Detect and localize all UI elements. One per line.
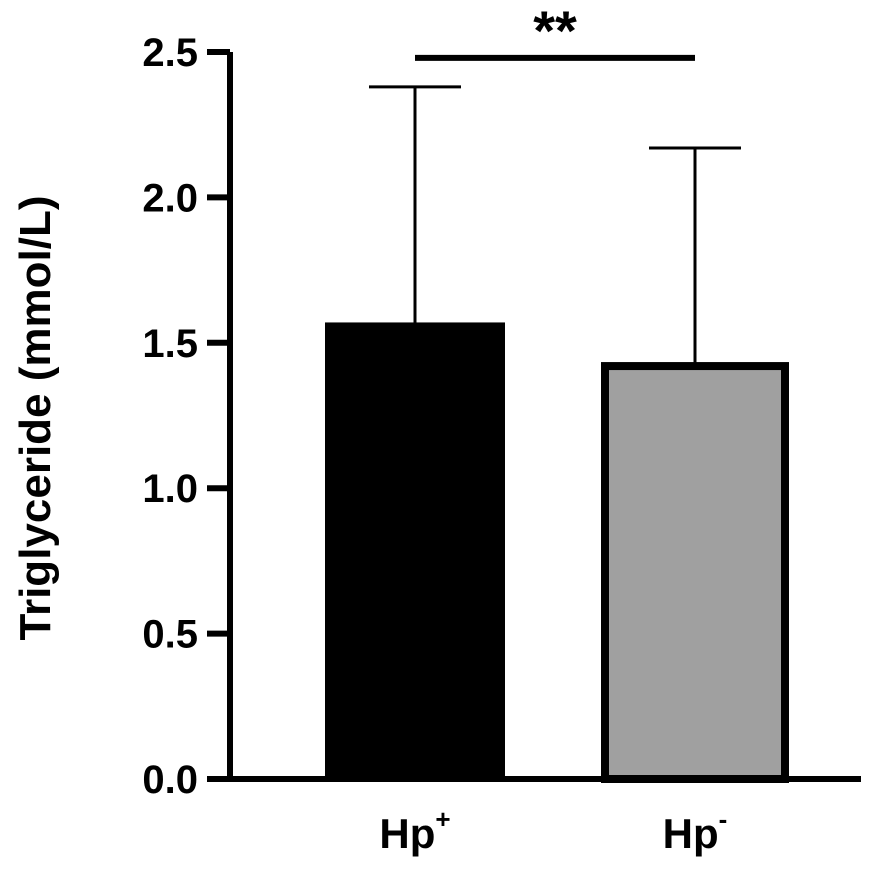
significance-label: **: [533, 0, 577, 62]
y-tick-label: 1.5: [142, 322, 198, 366]
y-tick-label: 2.0: [142, 176, 198, 220]
bar-0: [325, 322, 505, 779]
x-tick-label-1: Hp-: [663, 804, 728, 857]
significance-annotation: **: [415, 0, 695, 62]
x-tick-label-superscript: +: [435, 804, 450, 834]
x-tick-label-0: Hp+: [379, 804, 450, 857]
y-axis-title: Triglyceride (mmol/L): [11, 196, 60, 641]
y-tick-label: 0.0: [142, 758, 198, 802]
x-tick-label-base: Hp: [663, 810, 719, 857]
y-tick-label: 2.5: [142, 31, 198, 75]
x-tick-labels: Hp+ Hp-: [379, 804, 727, 857]
y-ticks: 0.0 0.5 1.0 1.5 2.0 2.5: [142, 31, 230, 802]
error-bars: [369, 85, 741, 367]
bar-1: [601, 362, 789, 783]
bars: [325, 322, 789, 783]
x-tick-label-base: Hp: [379, 810, 435, 857]
x-tick-label-superscript: -: [719, 804, 728, 834]
y-tick-label: 1.0: [142, 467, 198, 511]
y-tick-label: 0.5: [142, 613, 198, 657]
